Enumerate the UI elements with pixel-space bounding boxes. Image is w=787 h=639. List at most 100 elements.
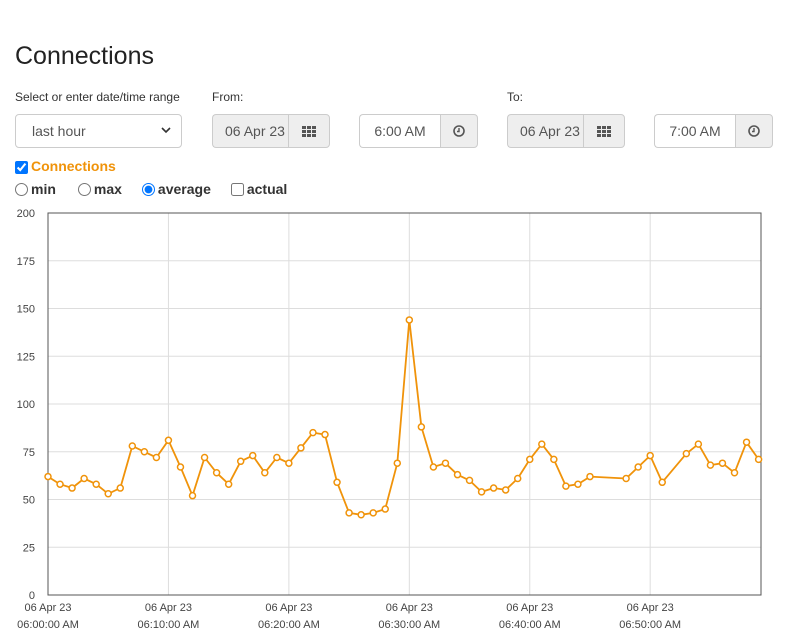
to-calendar-button[interactable] — [583, 114, 625, 148]
from-date-group: 06 Apr 23 — [212, 114, 330, 148]
from-time-input[interactable]: 6:00 AM — [359, 114, 440, 148]
x-tick-time-label: 06:50:00 AM — [619, 619, 681, 631]
connections-chart-svg: 0 25 50 75 100 125 150 175 200 06 Apr 23 06:00:00 … — [17, 208, 763, 631]
x-tick-time-label: 06:10:00 AM — [138, 619, 200, 631]
data-point — [501, 486, 510, 494]
range-select[interactable]: last hour — [15, 114, 182, 148]
data-point — [742, 438, 751, 446]
y-tick-label: 175 — [17, 256, 35, 268]
data-point — [188, 491, 197, 500]
data-point — [694, 440, 703, 448]
from-time-group: 6:00 AM — [359, 114, 478, 148]
mode-min[interactable]: min — [15, 181, 56, 197]
data-point — [333, 478, 341, 487]
mode-actual-checkbox[interactable] — [230, 182, 244, 196]
data-point — [453, 470, 462, 479]
data-point — [297, 444, 305, 452]
data-point — [176, 463, 185, 471]
y-tick-label: 50 — [23, 495, 35, 507]
data-point — [285, 459, 293, 467]
data-point — [140, 448, 149, 456]
data-point — [309, 428, 317, 437]
data-point — [68, 484, 76, 492]
from-clock-button[interactable] — [440, 114, 478, 148]
connections-series-toggle[interactable]: Connections — [15, 158, 116, 174]
data-point — [465, 476, 474, 485]
clock-icon — [453, 125, 465, 137]
connections-chart: 0 25 50 75 100 125 150 175 200 06 Apr 23 06:00:00 … — [0, 200, 787, 634]
data-point — [489, 484, 498, 492]
data-point — [273, 453, 281, 462]
data-point — [417, 423, 426, 431]
clock-icon — [748, 125, 760, 137]
x-tick-time-label: 06:20:00 AM — [258, 619, 320, 631]
y-tick-label: 125 — [17, 351, 35, 363]
data-point — [369, 509, 377, 517]
page-title: Connections — [15, 42, 154, 70]
to-time-group: 7:00 AM — [654, 114, 773, 148]
mode-min-radio[interactable] — [15, 182, 28, 196]
from-label: From: — [212, 90, 244, 104]
data-point — [164, 436, 173, 445]
data-point — [345, 509, 353, 517]
data-point — [682, 449, 691, 458]
x-tick-date-label: 06 Apr 23 — [386, 602, 433, 614]
data-point — [562, 482, 570, 490]
data-point — [236, 457, 245, 466]
data-point — [718, 459, 727, 467]
to-label: To: — [507, 90, 524, 104]
chevron-down-icon — [161, 127, 171, 134]
mode-actual[interactable]: actual — [230, 181, 288, 197]
data-point — [634, 463, 642, 471]
from-calendar-button[interactable] — [288, 114, 330, 148]
data-point — [92, 480, 100, 488]
data-point — [477, 488, 486, 496]
x-tick-time-label: 06:00:00 AM — [17, 619, 79, 631]
x-tick-date-label: 06 Apr 23 — [627, 602, 674, 614]
mode-average[interactable]: average — [141, 181, 211, 197]
to-date-group: 06 Apr 23 — [507, 114, 625, 148]
data-point — [152, 453, 161, 462]
x-tick-date-label: 06 Apr 23 — [24, 602, 71, 614]
y-tick-label: 150 — [17, 304, 35, 316]
data-point — [56, 480, 64, 488]
data-point — [538, 440, 546, 448]
data-point — [104, 490, 112, 498]
data-point — [574, 480, 582, 488]
from-date-input[interactable]: 06 Apr 23 — [212, 114, 288, 148]
mode-max[interactable]: max — [77, 181, 122, 197]
calendar-grid-icon — [597, 125, 611, 137]
data-point — [200, 453, 209, 462]
y-tick-label: 25 — [23, 542, 35, 554]
data-point — [513, 474, 522, 483]
x-tick-date-label: 06 Apr 23 — [506, 602, 553, 614]
calendar-grid-icon — [302, 125, 316, 137]
to-date-input[interactable]: 06 Apr 23 — [507, 114, 583, 148]
x-tick-time-label: 06:30:00 AM — [378, 619, 440, 631]
data-point — [80, 474, 88, 483]
mode-average-label: average — [157, 181, 211, 197]
y-tick-label: 0 — [29, 590, 35, 602]
data-point — [586, 472, 594, 481]
mode-average-radio[interactable] — [141, 182, 155, 196]
data-point — [224, 480, 233, 488]
data-point — [658, 478, 666, 487]
mode-actual-label: actual — [246, 181, 288, 197]
connections-checkbox[interactable] — [15, 160, 28, 174]
to-time-input[interactable]: 7:00 AM — [654, 114, 735, 148]
y-tick-label: 200 — [17, 208, 35, 220]
y-tick-label: 100 — [17, 399, 35, 411]
y-tick-label: 75 — [23, 447, 35, 459]
data-point — [261, 469, 269, 477]
connections-label: Connections — [31, 158, 116, 174]
range-select-value: last hour — [32, 123, 86, 139]
mode-min-label: min — [31, 181, 56, 197]
data-point — [441, 459, 450, 467]
data-point — [646, 451, 654, 460]
mode-max-label: max — [93, 181, 122, 197]
data-point — [706, 461, 715, 469]
data-point — [116, 484, 125, 492]
to-clock-button[interactable] — [735, 114, 773, 148]
mode-max-radio[interactable] — [77, 182, 91, 196]
data-point — [393, 459, 402, 467]
